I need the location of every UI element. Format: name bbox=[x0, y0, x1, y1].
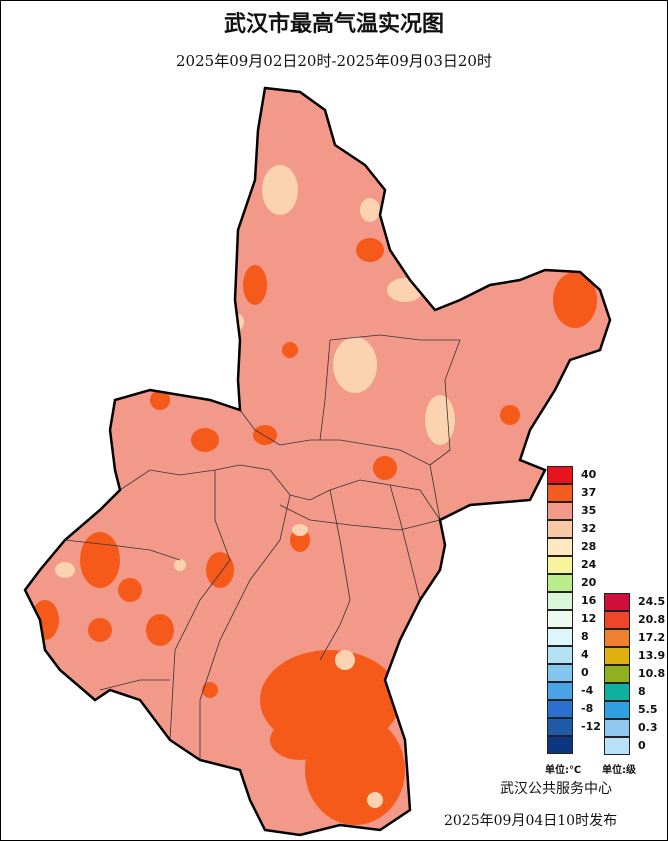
legend-label: 20.8 bbox=[638, 613, 666, 626]
hot-patch bbox=[253, 425, 277, 445]
cool-patch bbox=[55, 562, 75, 578]
legend-label: 24 bbox=[581, 558, 597, 571]
time-range: 2025年09月02日20时-2025年09月03日20时 bbox=[176, 52, 492, 70]
legend-label: -4 bbox=[581, 684, 594, 697]
legend-label: 8 bbox=[638, 685, 646, 698]
district-boundaries bbox=[64, 334, 461, 760]
hot-patch bbox=[206, 552, 234, 588]
legend-label: 8 bbox=[581, 630, 589, 643]
hot-patch bbox=[80, 532, 120, 588]
city-area bbox=[25, 88, 610, 835]
legend-swatch bbox=[547, 664, 573, 682]
district-line bbox=[239, 409, 441, 521]
hot-patch bbox=[356, 238, 384, 262]
legend-label: 12 bbox=[581, 612, 597, 625]
legend-label: 5.5 bbox=[638, 703, 658, 716]
cool-patch bbox=[367, 792, 383, 808]
cool-patch bbox=[262, 165, 298, 215]
cool-patch bbox=[174, 559, 186, 571]
district-line bbox=[199, 494, 291, 760]
legend-swatch bbox=[604, 629, 630, 647]
legend-swatch bbox=[604, 737, 630, 755]
legend-label: 0 bbox=[638, 739, 646, 752]
district-line bbox=[119, 464, 271, 491]
district-line bbox=[169, 470, 231, 741]
legend-swatch bbox=[547, 466, 573, 484]
cool-patch bbox=[425, 395, 455, 445]
legend-swatch bbox=[547, 700, 573, 718]
hot-patch bbox=[88, 618, 112, 642]
page-title: 武汉市最高气温实况图 bbox=[223, 12, 444, 37]
district-line bbox=[269, 469, 441, 521]
legend-swatch bbox=[547, 682, 573, 700]
legend-swatch bbox=[604, 701, 630, 719]
legend-label: 20 bbox=[581, 576, 597, 589]
cool-patch bbox=[292, 524, 308, 536]
legend-label: 16 bbox=[581, 594, 597, 607]
organization: 武汉公共服务中心 bbox=[500, 781, 612, 797]
legend-label: -12 bbox=[581, 720, 601, 733]
hot-patch bbox=[270, 720, 330, 760]
legend-swatch bbox=[547, 610, 573, 628]
hot-patch bbox=[191, 428, 219, 452]
legend-label: 24.5 bbox=[638, 595, 666, 608]
hot-patch bbox=[243, 265, 267, 305]
legend-swatch bbox=[604, 647, 630, 665]
legend-label: 13.9 bbox=[638, 649, 666, 662]
hot-patch bbox=[282, 342, 298, 358]
legend-swatch bbox=[604, 593, 630, 611]
legend-label: 0 bbox=[581, 666, 589, 679]
cool-patch bbox=[360, 198, 380, 222]
wind-unit: 单位:级 bbox=[602, 765, 636, 776]
publish-time: 2025年09月04日10时发布 bbox=[444, 813, 618, 829]
district-line bbox=[319, 339, 331, 441]
hot-patch bbox=[435, 575, 485, 625]
hot-patch bbox=[553, 272, 597, 328]
legend-label: 40 bbox=[581, 468, 597, 481]
legend-label: 10.8 bbox=[638, 667, 666, 680]
hot-patch bbox=[202, 682, 218, 698]
cool-patch bbox=[333, 337, 377, 393]
legend-swatch bbox=[547, 646, 573, 664]
legend-swatch bbox=[547, 718, 573, 736]
legend-swatch bbox=[547, 502, 573, 520]
legend-swatch bbox=[547, 484, 573, 502]
legend-swatch bbox=[604, 611, 630, 629]
legend-label: 35 bbox=[581, 504, 597, 517]
legend-label: -8 bbox=[581, 702, 594, 715]
district-line bbox=[99, 679, 170, 691]
city-boundary bbox=[23, 86, 612, 837]
legend-label: 4 bbox=[581, 648, 589, 661]
hot-patch bbox=[146, 614, 174, 646]
hot-patch bbox=[118, 578, 142, 602]
legend-swatch bbox=[547, 574, 573, 592]
legend-swatch bbox=[547, 556, 573, 574]
legend-swatch bbox=[604, 665, 630, 683]
legend-label: 0.3 bbox=[638, 721, 658, 734]
district-line bbox=[389, 484, 421, 601]
legend-swatch bbox=[547, 592, 573, 610]
legend-swatch bbox=[604, 683, 630, 701]
legend-label: 28 bbox=[581, 540, 597, 553]
temperature-unit: 单位:℃ bbox=[545, 765, 582, 776]
hot-patch bbox=[373, 456, 397, 480]
cool-patch bbox=[335, 650, 355, 670]
legend-label: 17.2 bbox=[638, 631, 666, 644]
legend-label: 32 bbox=[581, 522, 597, 535]
legend-swatch bbox=[547, 736, 573, 754]
district-line bbox=[329, 334, 461, 466]
legend-label: 37 bbox=[581, 486, 597, 499]
hot-patch bbox=[150, 390, 170, 410]
district-line bbox=[64, 539, 181, 561]
hot-patch bbox=[31, 600, 59, 640]
legend-swatch bbox=[604, 719, 630, 737]
hot-patch bbox=[500, 405, 520, 425]
district-line bbox=[279, 504, 441, 531]
legend-swatch bbox=[547, 520, 573, 538]
legend-swatch bbox=[547, 628, 573, 646]
legend-swatch bbox=[547, 538, 573, 556]
